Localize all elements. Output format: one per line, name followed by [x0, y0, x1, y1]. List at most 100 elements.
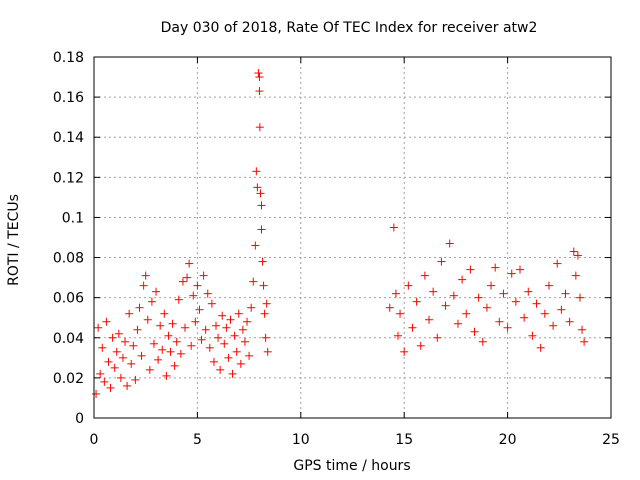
data-point — [404, 281, 413, 290]
data-point — [220, 339, 229, 348]
data-point — [183, 273, 192, 282]
data-point — [396, 309, 405, 318]
data-point — [453, 319, 462, 328]
data-point — [135, 303, 144, 312]
y-tick-label: 0.12 — [53, 170, 84, 186]
data-point — [170, 361, 179, 370]
data-point — [511, 297, 520, 306]
data-point — [137, 351, 146, 360]
data-point — [516, 265, 525, 274]
data-point — [495, 317, 504, 326]
data-point — [228, 369, 237, 378]
data-point — [561, 289, 570, 298]
data-point — [445, 239, 454, 248]
data-point — [412, 297, 421, 306]
y-tick-label: 0.18 — [53, 50, 84, 66]
data-point — [425, 315, 434, 324]
data-point — [172, 337, 181, 346]
data-point — [532, 299, 541, 308]
data-point — [565, 317, 574, 326]
data-point — [449, 291, 458, 300]
data-point — [224, 353, 233, 362]
data-point — [193, 281, 202, 290]
data-point — [145, 365, 154, 374]
data-point — [400, 347, 409, 356]
data-point — [499, 289, 508, 298]
x-tick-label: 20 — [499, 432, 517, 448]
data-point — [216, 365, 225, 374]
data-point — [262, 299, 271, 308]
data-point — [487, 281, 496, 290]
x-axis-label: GPS time / hours — [293, 458, 410, 474]
data-point — [544, 281, 553, 290]
data-point — [100, 377, 109, 386]
data-point — [133, 325, 142, 334]
data-point — [110, 363, 119, 372]
data-point — [129, 341, 138, 350]
data-point — [226, 315, 235, 324]
data-point — [218, 311, 227, 320]
data-point — [255, 123, 264, 132]
data-point — [408, 323, 417, 332]
data-point — [389, 223, 398, 232]
data-point — [166, 347, 175, 356]
y-tick-label: 0.02 — [53, 371, 84, 387]
data-point — [245, 351, 254, 360]
data-point — [524, 287, 533, 296]
data-point — [160, 309, 169, 318]
plot-frame — [93, 56, 612, 419]
data-point — [259, 281, 268, 290]
data-point — [569, 247, 578, 256]
data-point — [112, 347, 121, 356]
data-point — [251, 241, 260, 250]
y-tick-label: 0.04 — [53, 331, 84, 347]
grid — [94, 57, 611, 418]
data-point — [149, 339, 158, 348]
data-point — [127, 359, 136, 368]
y-tick-label: 0.1 — [62, 210, 84, 226]
data-point — [158, 345, 167, 354]
data-points — [92, 69, 589, 398]
data-point — [391, 289, 400, 298]
y-tick-label: 0.14 — [53, 130, 84, 146]
data-point — [470, 327, 479, 336]
x-tick-label: 5 — [193, 432, 202, 448]
data-point — [94, 323, 103, 332]
data-point — [482, 303, 491, 312]
data-point — [207, 299, 216, 308]
data-point — [416, 341, 425, 350]
y-tick-label: 0.06 — [53, 291, 84, 307]
data-point — [185, 259, 194, 268]
data-point — [433, 333, 442, 342]
data-point — [214, 333, 223, 342]
data-point — [257, 201, 266, 210]
data-point — [255, 87, 264, 96]
data-point — [240, 337, 249, 346]
x-tick-label: 10 — [292, 432, 310, 448]
data-point — [197, 335, 206, 344]
data-point — [114, 329, 123, 338]
data-point — [429, 287, 438, 296]
data-point — [257, 225, 266, 234]
data-point — [189, 291, 198, 300]
data-point — [199, 271, 208, 280]
data-point — [503, 323, 512, 332]
data-point — [209, 357, 218, 366]
data-point — [178, 277, 187, 286]
data-point — [462, 309, 471, 318]
data-point — [478, 337, 487, 346]
data-point — [152, 287, 161, 296]
data-point — [540, 309, 549, 318]
data-point — [168, 319, 177, 328]
data-point — [187, 341, 196, 350]
data-point — [180, 323, 189, 332]
chart-title: Day 030 of 2018, Rate Of TEC Index for r… — [161, 20, 538, 36]
data-point — [441, 301, 450, 310]
data-point — [393, 331, 402, 340]
data-point — [143, 315, 152, 324]
data-point — [125, 309, 134, 318]
data-point — [261, 333, 270, 342]
data-point — [205, 343, 214, 352]
data-point — [147, 297, 156, 306]
